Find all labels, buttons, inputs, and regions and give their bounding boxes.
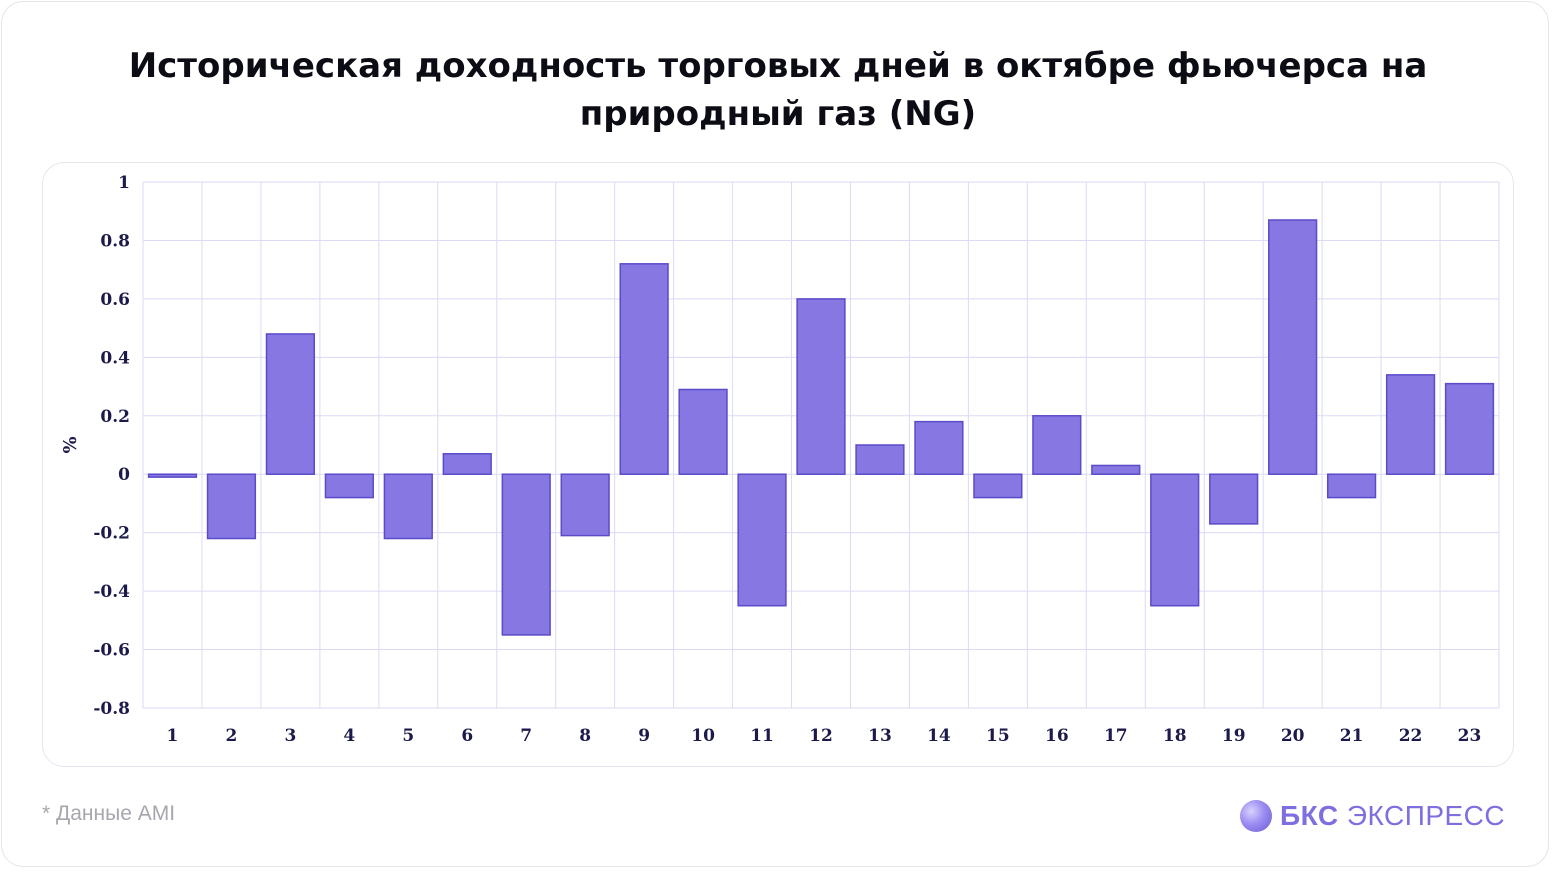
- x-tick-label: 3: [284, 726, 296, 746]
- bar-day-10: [678, 388, 728, 475]
- y-axis-ticks: 1 0.8 0.6 0.4 0.2 0 -0.2 -0.4 -0.6 -0.8: [93, 173, 130, 719]
- y-tick-label: -0.2: [93, 524, 130, 544]
- bar-day-23: [1444, 382, 1495, 475]
- x-tick-label: 10: [691, 726, 715, 746]
- x-tick-label: 19: [1222, 726, 1246, 746]
- y-tick-label: -0.6: [93, 641, 130, 661]
- bars: [147, 219, 1495, 636]
- x-tick-label: 6: [461, 726, 473, 746]
- bar-day-11: [737, 473, 787, 607]
- x-tick-label: 4: [343, 726, 355, 746]
- footnote: * Данные AMI: [42, 802, 176, 825]
- x-tick-label: 11: [750, 726, 774, 746]
- bar-day-12: [796, 298, 846, 475]
- brand-name: БКС ЭКСПРЕСС: [1280, 800, 1506, 831]
- x-tick-label: 7: [520, 726, 532, 746]
- y-tick-label: 1: [118, 173, 130, 193]
- x-tick-label: 17: [1104, 726, 1128, 746]
- x-tick-label: 9: [638, 726, 650, 746]
- bar-day-5: [383, 473, 433, 540]
- y-tick-label: 0.4: [100, 348, 130, 368]
- y-tick-label: -0.4: [93, 582, 130, 602]
- x-tick-label: 22: [1399, 726, 1423, 746]
- bar-day-4: [324, 473, 374, 499]
- bar-day-16: [1032, 415, 1082, 475]
- x-tick-label: 5: [402, 726, 414, 746]
- x-tick-label: 13: [868, 726, 892, 746]
- brand-sphere-icon: [1240, 800, 1272, 832]
- y-tick-label: 0.2: [100, 407, 130, 427]
- x-tick-label: 2: [226, 726, 238, 746]
- y-tick-label: 0.8: [100, 231, 130, 251]
- bar-day-3: [265, 333, 316, 475]
- chart-title: Историческая доходность торговых дней в …: [128, 46, 1428, 134]
- y-tick-label: 0.6: [100, 290, 130, 310]
- bar-day-19: [1209, 473, 1259, 525]
- bar-day-2: [206, 473, 257, 540]
- bar-day-7: [501, 473, 551, 636]
- y-tick-label: 0: [118, 465, 130, 485]
- x-tick-label: 23: [1458, 726, 1482, 746]
- x-tick-label: 18: [1163, 726, 1187, 746]
- y-axis-label: %: [60, 436, 81, 453]
- bar-day-9: [619, 263, 669, 475]
- x-tick-label: 16: [1045, 726, 1069, 746]
- y-tick-label: -0.8: [93, 699, 130, 719]
- x-tick-label: 8: [579, 726, 591, 746]
- bar-day-8: [560, 473, 610, 537]
- bar-day-13: [855, 444, 905, 475]
- x-tick-label: 1: [167, 726, 179, 746]
- bar-day-20: [1268, 219, 1318, 475]
- x-tick-label: 12: [809, 726, 833, 746]
- bar-day-6: [442, 453, 492, 475]
- brand-logo: БКС ЭКСПРЕСС: [1240, 797, 1505, 835]
- x-tick-label: 20: [1281, 726, 1305, 746]
- bar-day-14: [914, 420, 964, 475]
- x-tick-label: 15: [986, 726, 1010, 746]
- bar-day-15: [973, 473, 1023, 499]
- x-tick-label: 21: [1340, 726, 1364, 746]
- bar-day-1: [147, 473, 198, 478]
- bar-day-17: [1091, 464, 1141, 475]
- bar-day-18: [1150, 473, 1200, 607]
- x-axis-ticks: 1 2 3 4 5 6 7 8 9 10 11 12 13 14 15 16 17 18 19 20 21 22 23: [167, 726, 1482, 746]
- x-tick-label: 14: [927, 726, 951, 746]
- bar-day-22: [1385, 374, 1436, 475]
- bar-day-21: [1326, 473, 1377, 499]
